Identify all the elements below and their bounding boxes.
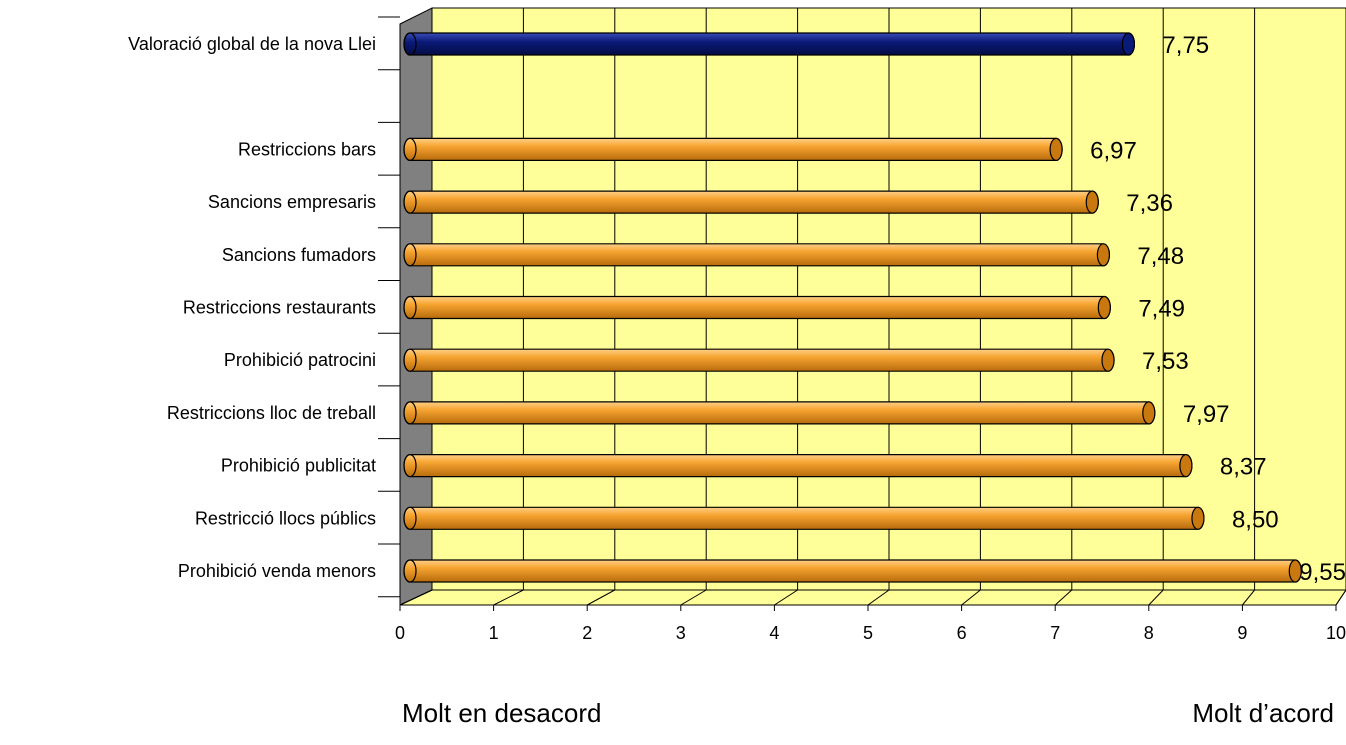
- bar-end-cap: [1085, 190, 1099, 214]
- value-label-valoracio-global-de-la-nova-llei: 7,75: [1162, 32, 1209, 59]
- bar-restriccions-lloc-de-treball: [403, 401, 1156, 425]
- bar-start-cap: [403, 401, 417, 425]
- bar-start-cap: [403, 348, 417, 372]
- x-tick-label-5: 5: [863, 623, 873, 643]
- floor-gridline-3: [680, 589, 707, 606]
- bar-restriccions-restaurants: [403, 295, 1111, 320]
- floor-gridline-10: [1335, 589, 1346, 606]
- bar-body: [403, 243, 1110, 267]
- floor-gridline-2: [586, 589, 616, 606]
- bar-end-cap: [1096, 243, 1110, 267]
- value-label-prohibicio-publicitat: 8,37: [1220, 454, 1267, 481]
- bar-start-cap: [403, 295, 417, 320]
- x-tick-label-8: 8: [1144, 623, 1154, 643]
- value-label-sancions-fumadors: 7,48: [1137, 243, 1184, 270]
- bar-sancions-fumadors: [403, 243, 1110, 267]
- category-label-sancions-fumadors: Sancions fumadors: [222, 245, 376, 265]
- bar-body: [403, 32, 1135, 56]
- plot-floor: [399, 589, 1346, 606]
- value-label-sancions-empresaris: 7,36: [1126, 190, 1173, 217]
- x-tick-label-6: 6: [957, 623, 967, 643]
- bar-body: [403, 454, 1193, 478]
- bar-prohibicio-venda-menors: [403, 559, 1302, 583]
- floor-gridline-5: [867, 589, 890, 606]
- x-tick-label-4: 4: [769, 623, 779, 643]
- value-label-restriccions-bars: 6,97: [1090, 137, 1137, 164]
- bar-end-cap: [1142, 401, 1156, 425]
- bar-start-cap: [403, 32, 417, 56]
- bar-start-cap: [403, 137, 417, 161]
- bar-restriccions-bars: [403, 137, 1063, 161]
- category-label-restriccio-llocs-publics: Restricció llocs públics: [195, 508, 376, 528]
- bar-end-cap: [1179, 454, 1193, 478]
- bar-restriccio-llocs-publics: [403, 506, 1205, 530]
- x-tick-label-2: 2: [582, 623, 592, 643]
- bar-end-cap: [1121, 32, 1136, 56]
- value-label-prohibicio-patrocini: 7,53: [1142, 348, 1189, 375]
- bar-end-cap: [1288, 559, 1302, 583]
- x-tick-label-3: 3: [676, 623, 686, 643]
- category-label-restriccions-bars: Restriccions bars: [238, 139, 376, 159]
- bar-end-cap: [1049, 137, 1063, 161]
- bar-sancions-empresaris: [403, 190, 1099, 214]
- bar-end-cap: [1097, 295, 1111, 320]
- bar-prohibicio-publicitat: [403, 454, 1193, 478]
- category-label-restriccions-restaurants: Restriccions restaurants: [183, 298, 376, 318]
- labels: 0 1 2 3 4 5 6 7 8 9 10 Valoració global de la nova …: [128, 32, 1346, 728]
- bar-body: [403, 506, 1205, 530]
- bar-start-cap: [403, 454, 417, 478]
- x-tick-label-0: 0: [395, 623, 405, 643]
- floor-gridline-0: [399, 589, 433, 606]
- floor-gridline-9: [1242, 589, 1255, 606]
- bar-start-cap: [403, 506, 417, 530]
- x-tick-label-7: 7: [1050, 623, 1060, 643]
- bar-end-cap: [1191, 506, 1205, 530]
- bar-start-cap: [403, 559, 417, 583]
- category-label-sancions-empresaris: Sancions empresaris: [208, 192, 376, 212]
- bar-body: [403, 401, 1156, 425]
- bar-body: [403, 559, 1302, 583]
- x-tick-label-1: 1: [489, 623, 499, 643]
- floor-gridline-6: [961, 589, 981, 606]
- value-label-prohibicio-venda-menors: 9,55: [1299, 559, 1346, 586]
- floor-gridline-8: [1148, 589, 1164, 606]
- bars: [403, 32, 1302, 583]
- value-label-restriccions-restaurants: 7,49: [1138, 296, 1185, 323]
- bar-start-cap: [403, 243, 417, 267]
- bar-valoracio-global-de-la-nova-llei: [403, 32, 1136, 56]
- bar-body: [403, 190, 1099, 214]
- category-label-restriccions-lloc-de-treball: Restriccions lloc de treball: [167, 403, 376, 423]
- bar-body: [403, 295, 1111, 320]
- x-tick-label-10: 10: [1326, 623, 1346, 643]
- category-label-prohibicio-patrocini: Prohibició patrocini: [224, 350, 376, 370]
- value-label-restriccio-llocs-publics: 8,50: [1232, 506, 1279, 533]
- floor-gridline-1: [493, 589, 524, 606]
- extreme-right-label: Molt d’acord: [1192, 698, 1334, 728]
- category-label-prohibicio-venda-menors: Prohibició venda menors: [178, 561, 376, 581]
- x-tick-label-9: 9: [1237, 623, 1247, 643]
- bar-prohibicio-patrocini: [403, 348, 1115, 372]
- category-label-valoracio-global-de-la-nova-llei: Valoració global de la nova Llei: [128, 34, 376, 54]
- floor-gridline-4: [774, 589, 798, 606]
- extreme-left-label: Molt en desacord: [402, 698, 601, 728]
- bar-body: [403, 137, 1063, 161]
- category-label-prohibicio-publicitat: Prohibició publicitat: [221, 456, 376, 476]
- bar-start-cap: [403, 190, 417, 214]
- bar-end-cap: [1101, 348, 1115, 372]
- value-label-restriccions-lloc-de-treball: 7,97: [1183, 401, 1230, 428]
- floor-gridline-7: [1054, 589, 1073, 606]
- bar-body: [403, 348, 1115, 372]
